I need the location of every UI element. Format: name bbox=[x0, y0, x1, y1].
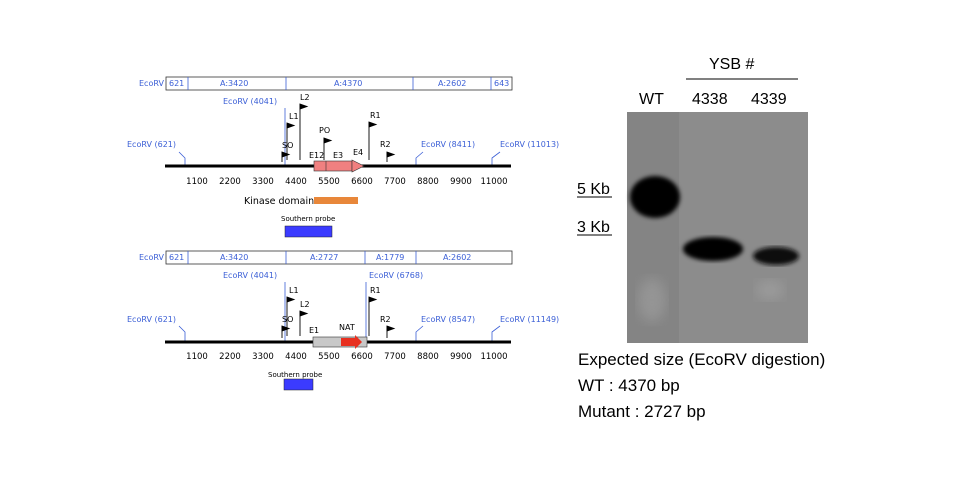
mut-tick-6600: 6600 bbox=[351, 352, 373, 362]
mut-probe-label: Southern probe bbox=[268, 371, 322, 379]
caption-mutant-size: Mutant : 2727 bp bbox=[578, 402, 706, 421]
mut-probe-bar bbox=[283, 378, 314, 391]
mut-site-4041: EcoRV (4041) bbox=[223, 271, 277, 280]
mut-site-8547: EcoRV (8547) bbox=[421, 315, 475, 324]
kinase-domain-bar bbox=[314, 197, 358, 204]
wt-site-8411: EcoRV (8411) bbox=[421, 140, 475, 149]
mut-tick-4400: 4400 bbox=[285, 352, 307, 362]
wt-primer-r1: R1 bbox=[370, 111, 381, 120]
wt-primers: L1 L2 PO R1 R2 SO bbox=[281, 93, 396, 162]
mut-site-6768: EcoRV (6768) bbox=[369, 271, 423, 280]
mut-tick-11000: 11000 bbox=[480, 352, 507, 362]
mut-axis-ticks: 1100 2200 3300 4400 5500 6600 7700 8800 … bbox=[186, 352, 507, 362]
mut-tick-8800: 8800 bbox=[417, 352, 439, 362]
wt-tick-11000: 11000 bbox=[480, 177, 507, 187]
mutant-map: EcoRV 621 A:3420 A:2727 A:1779 A:2602 Ec… bbox=[127, 250, 559, 391]
gel-lane-4339: 4339 bbox=[751, 91, 787, 108]
marker-5kb: 5 Kb bbox=[577, 181, 610, 198]
wt-tick-9900: 9900 bbox=[450, 177, 472, 187]
mut-primer-so: SO bbox=[282, 315, 293, 324]
mut-site-11149: EcoRV (11149) bbox=[500, 315, 559, 324]
mut-site-621: EcoRV (621) bbox=[127, 315, 176, 324]
wt-tick-2200: 2200 bbox=[219, 177, 241, 187]
wt-frag-1: 621 bbox=[169, 79, 184, 88]
mut-frag-4: A:1779 bbox=[376, 253, 404, 262]
mut-tick-1100: 1100 bbox=[186, 352, 208, 362]
mut-frag-3: A:2727 bbox=[310, 253, 338, 262]
wt-tick-5500: 5500 bbox=[318, 177, 340, 187]
wt-kinase-domain: Kinase domain bbox=[244, 196, 358, 207]
band-wt bbox=[630, 176, 680, 218]
southern-blot-panel: YSB # WT 4338 4339 5 Kb 3 Kb bbox=[577, 56, 808, 343]
mut-frag-2: A:3420 bbox=[220, 253, 248, 262]
wt-restriction-bar: EcoRV 621 A:3420 A:4370 A:2602 643 bbox=[139, 76, 513, 91]
wt-exon-e3: E3 bbox=[333, 151, 343, 160]
wt-exon-e12: E12 bbox=[309, 151, 324, 160]
mut-exon-nat: NAT bbox=[339, 323, 355, 332]
wt-probe-label: Southern probe bbox=[281, 215, 335, 223]
wt-exon-e4: E4 bbox=[353, 148, 363, 157]
wt-probe-bar bbox=[284, 225, 333, 238]
wt-primer-r2: R2 bbox=[380, 140, 391, 149]
marker-3kb: 3 Kb bbox=[577, 219, 610, 236]
wt-frag-4: A:2602 bbox=[438, 79, 466, 88]
wt-frag-3: A:4370 bbox=[334, 79, 362, 88]
mut-tick-9900: 9900 bbox=[450, 352, 472, 362]
wt-frag-2: A:3420 bbox=[220, 79, 248, 88]
mut-gene: E1 NAT bbox=[309, 323, 368, 349]
caption-expected-size: Expected size (EcoRV digestion) bbox=[578, 350, 826, 369]
wt-tick-3300: 3300 bbox=[252, 177, 274, 187]
wt-southern-probe: Southern probe bbox=[281, 215, 335, 238]
wt-tick-4400: 4400 bbox=[285, 177, 307, 187]
wt-primer-l2: L2 bbox=[300, 93, 310, 102]
mut-primers: L1 L2 R1 R2 SO bbox=[281, 286, 396, 338]
mut-frag-5: A:2602 bbox=[443, 253, 471, 262]
mut-primer-r1: R1 bbox=[370, 286, 381, 295]
wt-primer-po: PO bbox=[319, 126, 330, 135]
wt-bar-enzyme: EcoRV bbox=[139, 79, 164, 88]
band-4338 bbox=[683, 237, 743, 261]
wt-tick-1100: 1100 bbox=[186, 177, 208, 187]
wt-gene: E12 E3 E4 bbox=[309, 148, 365, 173]
wt-primer-l1: L1 bbox=[289, 112, 299, 121]
mut-restriction-bar: EcoRV 621 A:3420 A:2727 A:1779 A:2602 bbox=[139, 250, 513, 265]
mut-bar-enzyme: EcoRV bbox=[139, 253, 164, 262]
wt-frag-5: 643 bbox=[494, 79, 509, 88]
mut-primer-l1: L1 bbox=[289, 286, 299, 295]
mut-primer-l2: L2 bbox=[300, 300, 310, 309]
wt-tick-7700: 7700 bbox=[384, 177, 406, 187]
wt-tick-8800: 8800 bbox=[417, 177, 439, 187]
gel-lane-4338: 4338 bbox=[692, 91, 728, 108]
gel-lane-wt: WT bbox=[639, 91, 664, 108]
wt-axis-ticks: 1100 2200 3300 4400 5500 6600 7700 8800 … bbox=[186, 177, 507, 187]
mut-tick-7700: 7700 bbox=[384, 352, 406, 362]
wt-tick-6600: 6600 bbox=[351, 177, 373, 187]
band-4339 bbox=[753, 247, 799, 265]
mut-tick-2200: 2200 bbox=[219, 352, 241, 362]
wt-map: EcoRV 621 A:3420 A:4370 A:2602 643 EcoRV… bbox=[127, 76, 559, 238]
gel-header: YSB # bbox=[709, 56, 754, 73]
mut-primer-r2: R2 bbox=[380, 315, 391, 324]
kinase-domain-label: Kinase domain bbox=[244, 196, 314, 207]
wt-site-11013: EcoRV (11013) bbox=[500, 140, 559, 149]
mut-frag-1: 621 bbox=[169, 253, 184, 262]
mut-southern-probe: Southern probe bbox=[268, 371, 322, 391]
mut-tick-5500: 5500 bbox=[318, 352, 340, 362]
wt-site-621: EcoRV (621) bbox=[127, 140, 176, 149]
mut-exon-e1: E1 bbox=[309, 326, 319, 335]
caption-wt-size: WT : 4370 bp bbox=[578, 376, 680, 395]
mut-ecorv-sites: EcoRV (621) EcoRV (4041) EcoRV (6768) Ec… bbox=[127, 271, 559, 342]
wt-primer-so: SO bbox=[282, 141, 293, 150]
mut-tick-3300: 3300 bbox=[252, 352, 274, 362]
wt-site-4041: EcoRV (4041) bbox=[223, 97, 277, 106]
